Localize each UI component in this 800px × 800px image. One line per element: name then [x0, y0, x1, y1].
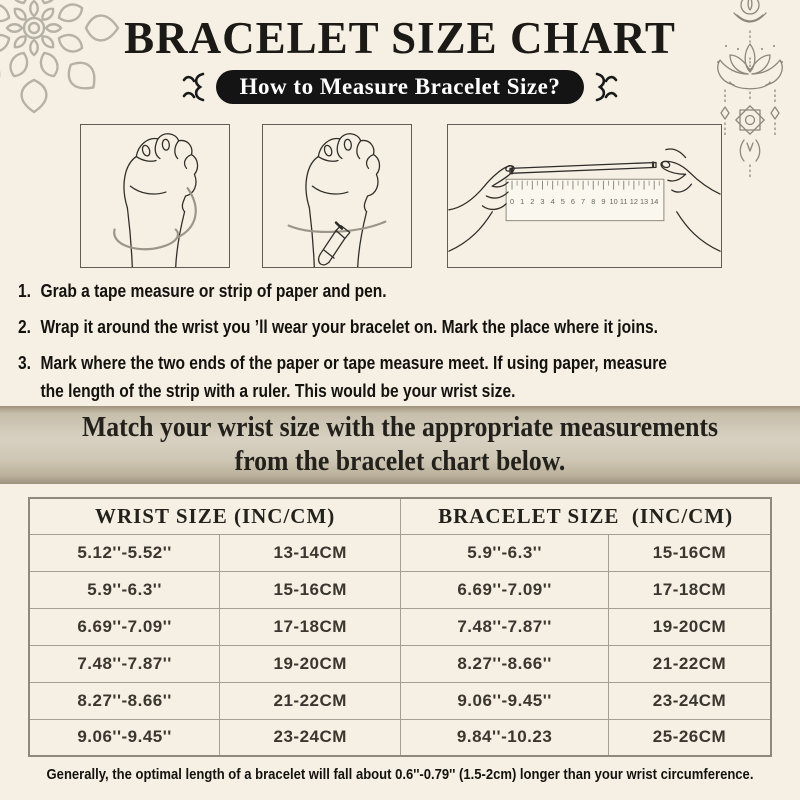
- table-row: 5.9''-6.3'' 15-16CM 6.69''-7.09'' 17-18C…: [28, 570, 772, 609]
- ruler-number: 13: [640, 197, 648, 206]
- cell: 25-26CM: [607, 718, 772, 757]
- ruler-number: 6: [571, 197, 575, 206]
- measure-steps-list: 1. Grab a tape measure or strip of paper…: [18, 277, 800, 413]
- figure-wrap-tape-around-wrist: [80, 124, 230, 268]
- hand-with-pen-illustration: [287, 133, 387, 267]
- step-number: 3.: [18, 353, 31, 373]
- step-number: 2.: [18, 317, 31, 337]
- step-text-line2: the length of the strip with a ruler. Th…: [40, 381, 516, 401]
- cell: 6.69''-7.09'': [400, 570, 609, 609]
- header-wrist-size: WRIST SIZE (INC/CM): [28, 497, 402, 535]
- page-title: BRACELET SIZE CHART: [124, 13, 676, 63]
- cell: 7.48''-7.87'': [28, 644, 221, 683]
- table-row: 7.48''-7.87'' 19-20CM 8.27''-8.66'' 21-2…: [28, 644, 772, 683]
- badge-row: How to Measure Bracelet Size?: [0, 69, 800, 105]
- ruler-number: 9: [601, 197, 605, 206]
- cell: 21-22CM: [219, 681, 402, 720]
- cell: 9.06''-9.45'': [400, 681, 609, 720]
- step-text: Grab a tape measure or strip of paper an…: [40, 281, 387, 301]
- header-bracelet-size: BRACELET SIZE (INC/CM): [400, 497, 772, 535]
- cell: 9.06''-9.45'': [28, 718, 221, 757]
- ruler-number: 1: [520, 197, 524, 206]
- ruler-number: 4: [551, 197, 555, 206]
- cell: 8.27''-8.66'': [400, 644, 609, 683]
- mandala-flower-decoration: [0, 0, 120, 114]
- cell: 19-20CM: [219, 644, 402, 683]
- step-2: 2. Wrap it around the wrist you ’ll wear…: [18, 313, 800, 341]
- ruler-number: 8: [591, 197, 595, 206]
- ruler-measure-illustration: 0 1 2 3 4 5 6 7 8 9 10 11 12 13 14: [448, 148, 721, 252]
- cell: 13-14CM: [219, 533, 402, 572]
- step-3: 3. Mark where the two ends of the paper …: [18, 349, 800, 405]
- cell: 9.84''-10.23: [400, 718, 609, 757]
- size-table: WRIST SIZE (INC/CM) BRACELET SIZE (INC/C…: [28, 497, 772, 757]
- cell: 17-18CM: [607, 570, 772, 609]
- lotus-ornament-decoration: [717, 0, 783, 178]
- table-row: 8.27''-8.66'' 21-22CM 9.06''-9.45'' 23-2…: [28, 681, 772, 720]
- step-text: Mark where the two ends of the paper or …: [40, 349, 666, 405]
- ruler-number: 7: [581, 197, 585, 206]
- cell: 5.9''-6.3'': [400, 533, 609, 572]
- footer-note: Generally, the optimal length of a brace…: [46, 766, 754, 783]
- banner-line2: from the bracelet chart below.: [234, 446, 566, 477]
- ruler-number: 0: [510, 197, 514, 206]
- ruler-number: 14: [650, 197, 658, 206]
- ruler-number: 10: [609, 197, 617, 206]
- cell: 23-24CM: [607, 681, 772, 720]
- cell: 6.69''-7.09'': [28, 607, 221, 646]
- table-row: 6.69''-7.09'' 17-18CM 7.48''-7.87'' 19-2…: [28, 607, 772, 646]
- table-header-row: WRIST SIZE (INC/CM) BRACELET SIZE (INC/C…: [28, 497, 772, 535]
- step-text-line1: Mark where the two ends of the paper or …: [40, 353, 667, 373]
- cell: 15-16CM: [219, 570, 402, 609]
- cell: 8.27''-8.66'': [28, 681, 221, 720]
- cell: 5.12''-5.52'': [28, 533, 221, 572]
- cell: 19-20CM: [607, 607, 772, 646]
- squiggle-ornament-left-icon: [182, 72, 204, 102]
- cell: 23-24CM: [219, 718, 402, 757]
- cell: 21-22CM: [607, 644, 772, 683]
- table-row: 5.12''-5.52'' 13-14CM 5.9''-6.3'' 15-16C…: [28, 533, 772, 572]
- banner-line1: Match your wrist size with the appropria…: [81, 412, 719, 443]
- squiggle-ornament-right-icon: [596, 72, 618, 102]
- cell: 15-16CM: [607, 533, 772, 572]
- ruler-number: 11: [620, 197, 628, 206]
- cell: 17-18CM: [219, 607, 402, 646]
- figure-measure-strip-with-ruler: 0 1 2 3 4 5 6 7 8 9 10 11 12 13 14: [447, 124, 722, 268]
- step-1: 1. Grab a tape measure or strip of paper…: [18, 277, 800, 305]
- ruler-number: 3: [540, 197, 544, 206]
- match-size-banner: Match your wrist size with the appropria…: [0, 406, 800, 484]
- how-to-measure-badge: How to Measure Bracelet Size?: [215, 70, 585, 104]
- ruler-number: 12: [630, 197, 638, 206]
- hand-with-tape-illustration: [113, 133, 199, 267]
- table-row: 9.06''-9.45'' 23-24CM 9.84''-10.23 25-26…: [28, 718, 772, 757]
- ruler-number: 2: [530, 197, 534, 206]
- cell: 5.9''-6.3'': [28, 570, 221, 609]
- figure-mark-with-pen: [262, 124, 412, 268]
- cell: 7.48''-7.87'': [400, 607, 609, 646]
- step-text: Wrap it around the wrist you ’ll wear yo…: [40, 317, 658, 337]
- step-number: 1.: [18, 281, 31, 301]
- ruler-number: 5: [561, 197, 565, 206]
